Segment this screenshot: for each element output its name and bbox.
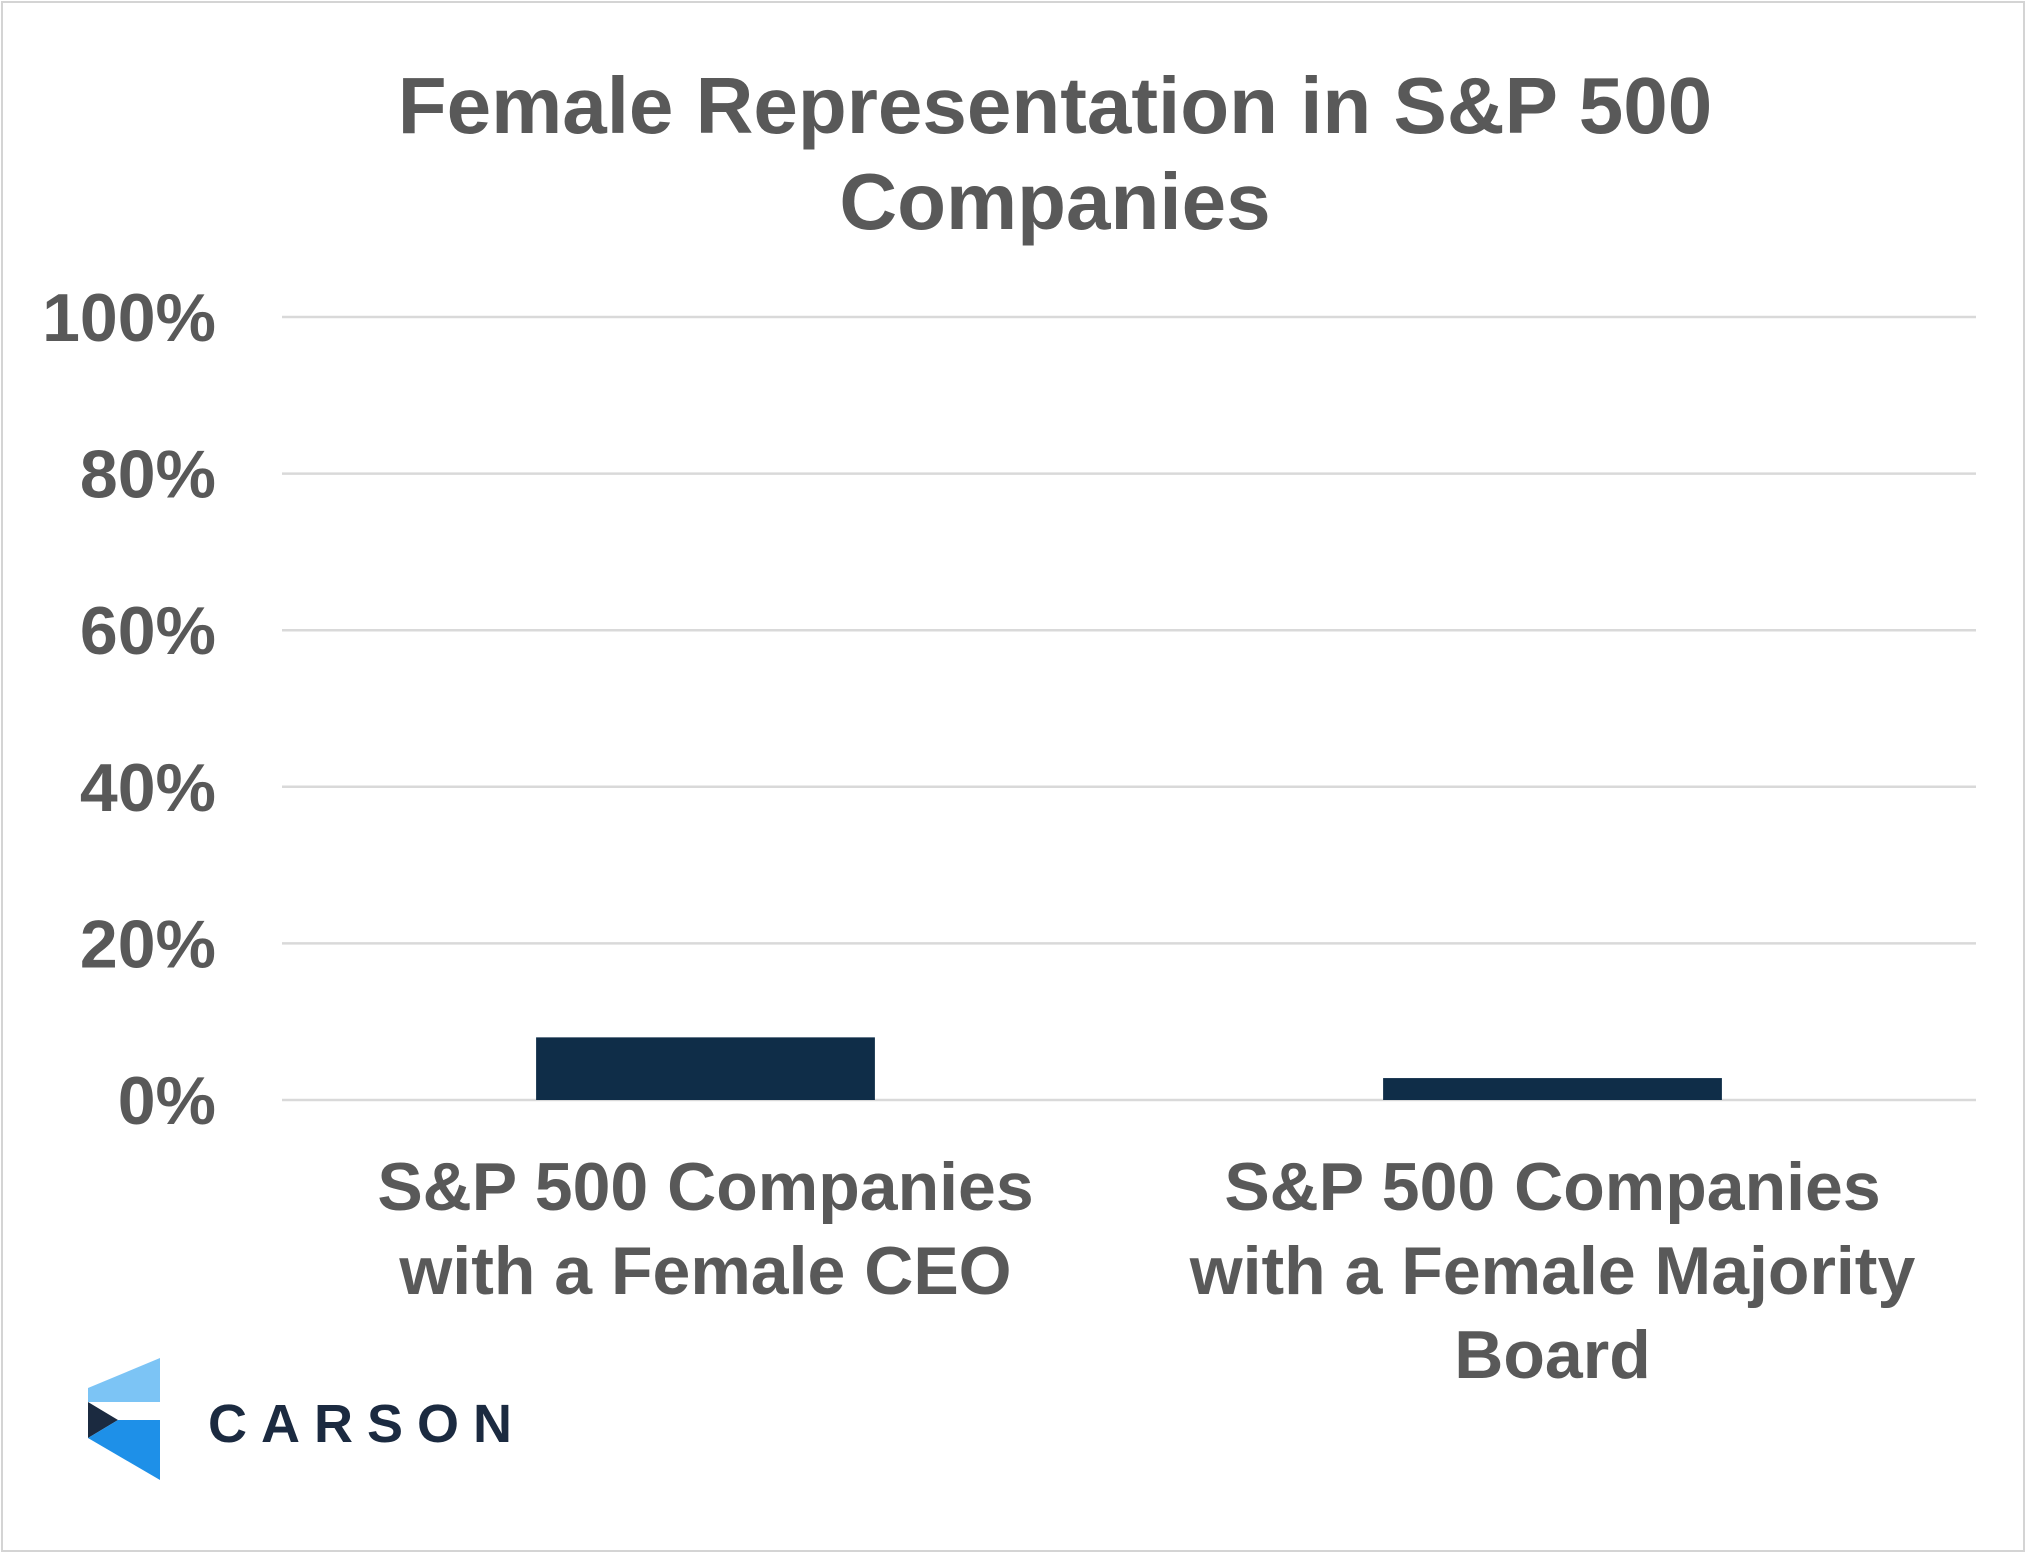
carson-logo-text: CARSON [208,1394,527,1454]
carson-logo-mark-icon [88,1358,160,1480]
y-tick-label: 80% [80,437,216,513]
carson-logo: CARSON [88,1358,568,1488]
y-tick-label: 0% [118,1063,216,1139]
chart-title: Female Representation in S&P 500 Compani… [397,61,1713,246]
y-axis-ticks: 0% 20% 40% 60% 80% 100% [42,280,216,1139]
bar [536,1037,875,1100]
x-category-label: S&P 500 Companies with a Female CEO [377,1149,1033,1309]
x-category-label: S&P 500 Companies with a Female Majority B… [1189,1149,1916,1393]
y-tick-label: 100% [42,280,216,356]
y-tick-label: 40% [80,750,216,826]
y-tick-label: 60% [80,593,216,669]
x-axis-categories: S&P 500 Companies with a Female CEO S&P 50… [377,1149,1915,1393]
bar [1383,1078,1722,1100]
gridlines [282,315,1976,1102]
y-tick-label: 20% [80,906,216,982]
bars [536,1037,1722,1100]
